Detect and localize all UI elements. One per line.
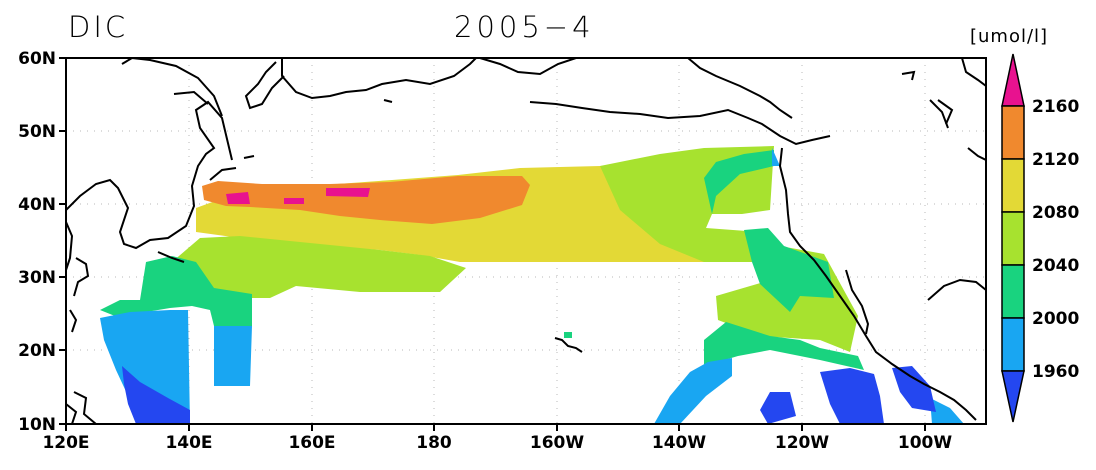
colorbar-segment-1960-2000 [1001, 317, 1025, 372]
map-date-title: 2005−4 [454, 10, 595, 44]
colorbar-segment-2000-2040 [1001, 264, 1025, 319]
colorbar-label-2040: 2040 [1032, 256, 1079, 276]
lon-label-120w: 120W [775, 433, 829, 453]
lon-label-160e: 160E [288, 433, 335, 453]
colorbar-segment-2080-2120 [1001, 158, 1025, 213]
colorbar [1001, 53, 1025, 423]
colorbar-label-2120: 2120 [1032, 150, 1079, 170]
lat-label-40n: 40N [18, 195, 56, 215]
dic-west-2040-2080 [170, 236, 466, 298]
colorbar-triangle-top [1001, 53, 1025, 107]
colorbar-label-1960: 1960 [1032, 362, 1079, 382]
lon-label-140e: 140E [165, 433, 212, 453]
dic-field [100, 146, 964, 424]
lon-label-100w: 100W [898, 433, 952, 453]
lon-label-120e: 120E [42, 433, 89, 453]
dic-east-below-1960 [760, 366, 936, 424]
lat-label-30n: 30N [18, 268, 56, 288]
colorbar-label-2160: 2160 [1032, 97, 1079, 117]
lat-label-10n: 10N [18, 415, 56, 435]
colorbar-label-2000: 2000 [1032, 309, 1079, 329]
dic-east-2000-2040 [704, 150, 864, 370]
colorbar-units: [umol/l] [970, 26, 1049, 47]
lon-label-140w: 140W [652, 433, 706, 453]
colorbar-segment-2120-2160 [1001, 105, 1025, 160]
map-frame [65, 57, 987, 425]
map-variable-title: DIC [68, 10, 129, 44]
lat-label-20n: 20N [18, 341, 56, 361]
lat-label-60n: 60N [18, 49, 56, 69]
colorbar-segment-2040-2080 [1001, 211, 1025, 266]
colorbar-label-2080: 2080 [1032, 203, 1079, 223]
dic-band-2120-2160 [202, 176, 530, 224]
coastlines [66, 58, 986, 424]
dic-east-1960-2000 [654, 148, 964, 424]
axis-ticks [59, 57, 926, 431]
latitude-labels: 60N 50N 40N 30N 20N 10N [18, 49, 56, 435]
lon-label-160w: 160W [530, 433, 584, 453]
colorbar-triangle-bottom [1001, 370, 1025, 423]
lat-label-50n: 50N [18, 122, 56, 142]
dic-patch-above-2160 [226, 188, 370, 204]
dic-west-below-1960 [122, 366, 190, 424]
lon-label-180: 180 [416, 433, 452, 453]
dic-west-2000-2040 [100, 256, 252, 326]
colorbar-labels: 2160 2120 2080 2040 2000 1960 [1032, 97, 1079, 382]
longitude-labels: 120E 140E 160E 180 160W 140W 120W 100W [42, 433, 952, 453]
dic-hawaii-2000-2040 [564, 332, 572, 338]
